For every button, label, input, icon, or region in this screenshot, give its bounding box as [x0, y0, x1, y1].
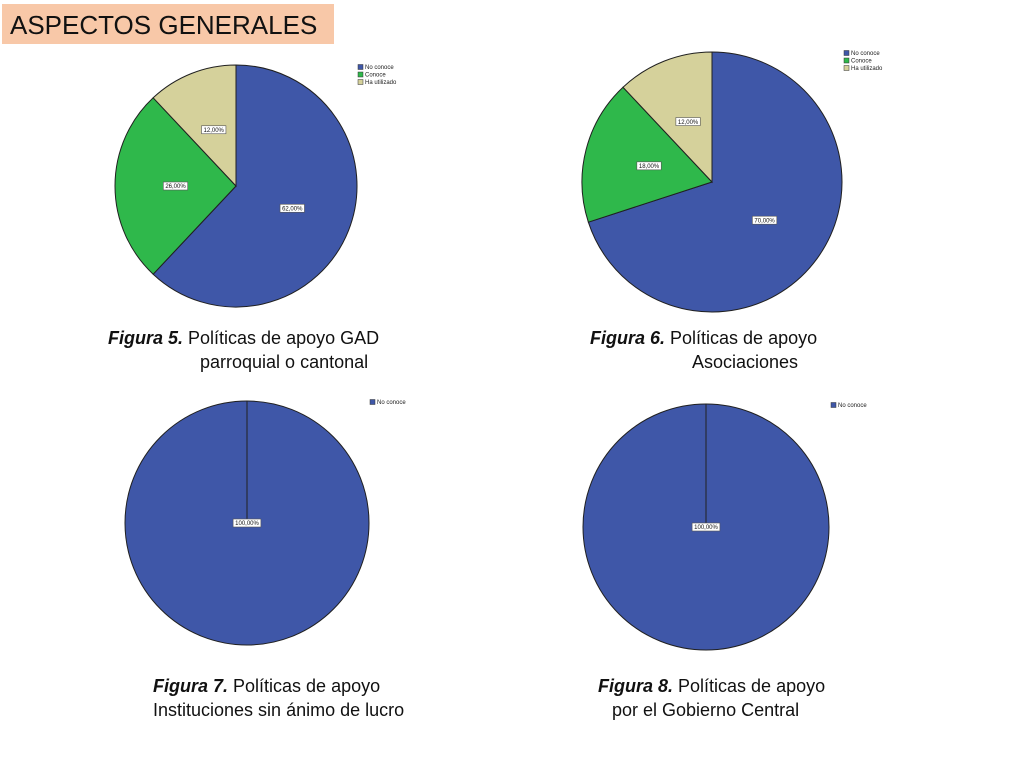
- svg-text:26,00%: 26,00%: [165, 184, 186, 190]
- legend-swatch: [369, 399, 376, 405]
- data-label: 100,00%: [691, 522, 721, 532]
- data-label: 62,00%: [279, 203, 305, 213]
- legend-swatch: [843, 50, 850, 56]
- caption-figura-6: Figura 6. Políticas de apoyo Asociacione…: [590, 326, 817, 374]
- caption-figura-7: Figura 7. Políticas de apoyo Institucion…: [153, 674, 404, 722]
- legend-swatch: [357, 71, 364, 78]
- legend-entry: Ha utilizado: [851, 66, 883, 72]
- legend-entry: No conoce: [838, 403, 867, 409]
- caption-line2: Instituciones sin ánimo de lucro: [153, 700, 405, 720]
- caption-line1: Políticas de apoyo GAD: [183, 328, 380, 348]
- chart-legend: No conoce: [830, 402, 867, 409]
- caption-fig-number: Figura 8.: [598, 676, 674, 696]
- data-label: 12,00%: [201, 125, 227, 135]
- caption-line1: Políticas de apoyo: [228, 676, 381, 696]
- svg-text:100,00%: 100,00%: [694, 525, 718, 531]
- caption-line2: por el Gobierno Central: [612, 700, 800, 720]
- caption-figura-5: Figura 5. Políticas de apoyo GAD parroqu…: [108, 326, 379, 374]
- data-label: 12,00%: [675, 117, 701, 126]
- svg-text:12,00%: 12,00%: [678, 120, 699, 126]
- pie-chart-7: 100,00% No conoce: [124, 399, 406, 646]
- legend-entry: No conoce: [851, 51, 880, 57]
- legend-swatch: [843, 65, 850, 71]
- pie-slice-ha-utilizado: [622, 51, 713, 184]
- caption-figura-8: Figura 8. Políticas de apoyo por el Gobi…: [598, 674, 825, 722]
- legend-entry: No conoce: [365, 65, 394, 71]
- data-label: 70,00%: [752, 215, 778, 225]
- legend-entry: Ha utilizado: [365, 80, 397, 86]
- caption-line2: parroquial o cantonal: [200, 352, 369, 372]
- page-title: ASPECTOS GENERALES: [10, 10, 318, 40]
- caption-fig-number: Figura 5.: [108, 328, 184, 348]
- pie-chart-8: 100,00% No conoce: [582, 402, 867, 651]
- caption-line1: Políticas de apoyo: [665, 328, 818, 348]
- page-title-box: ASPECTOS GENERALES: [2, 4, 334, 44]
- pie-slice-no-conoce: [587, 51, 843, 313]
- data-label: 100,00%: [232, 518, 262, 528]
- svg-text:18,00%: 18,00%: [639, 164, 660, 170]
- legend-entry: No conoce: [377, 400, 406, 406]
- chart-legend: No conoce: [369, 399, 406, 406]
- caption-fig-number: Figura 6.: [590, 328, 666, 348]
- legend-swatch: [830, 402, 837, 408]
- legend-entry: Conoce: [365, 73, 386, 79]
- data-label: 26,00%: [163, 181, 189, 191]
- pie-slice-no-conoce: [152, 64, 358, 308]
- caption-line1: Políticas de apoyo: [673, 676, 826, 696]
- legend-entry: Conoce: [851, 59, 872, 65]
- svg-text:62,00%: 62,00%: [282, 206, 303, 212]
- pie-slice-conoce: [581, 86, 713, 223]
- caption-fig-number: Figura 7.: [153, 676, 229, 696]
- legend-swatch: [357, 64, 364, 70]
- pie-slice-ha-utilizado: [152, 64, 237, 188]
- svg-text:12,00%: 12,00%: [204, 128, 225, 134]
- svg-text:70,00%: 70,00%: [754, 218, 775, 224]
- legend-swatch: [357, 79, 364, 85]
- legend-swatch: [843, 57, 850, 64]
- data-label: 18,00%: [636, 161, 662, 171]
- svg-text:100,00%: 100,00%: [235, 521, 259, 527]
- caption-line2: Asociaciones: [692, 352, 799, 372]
